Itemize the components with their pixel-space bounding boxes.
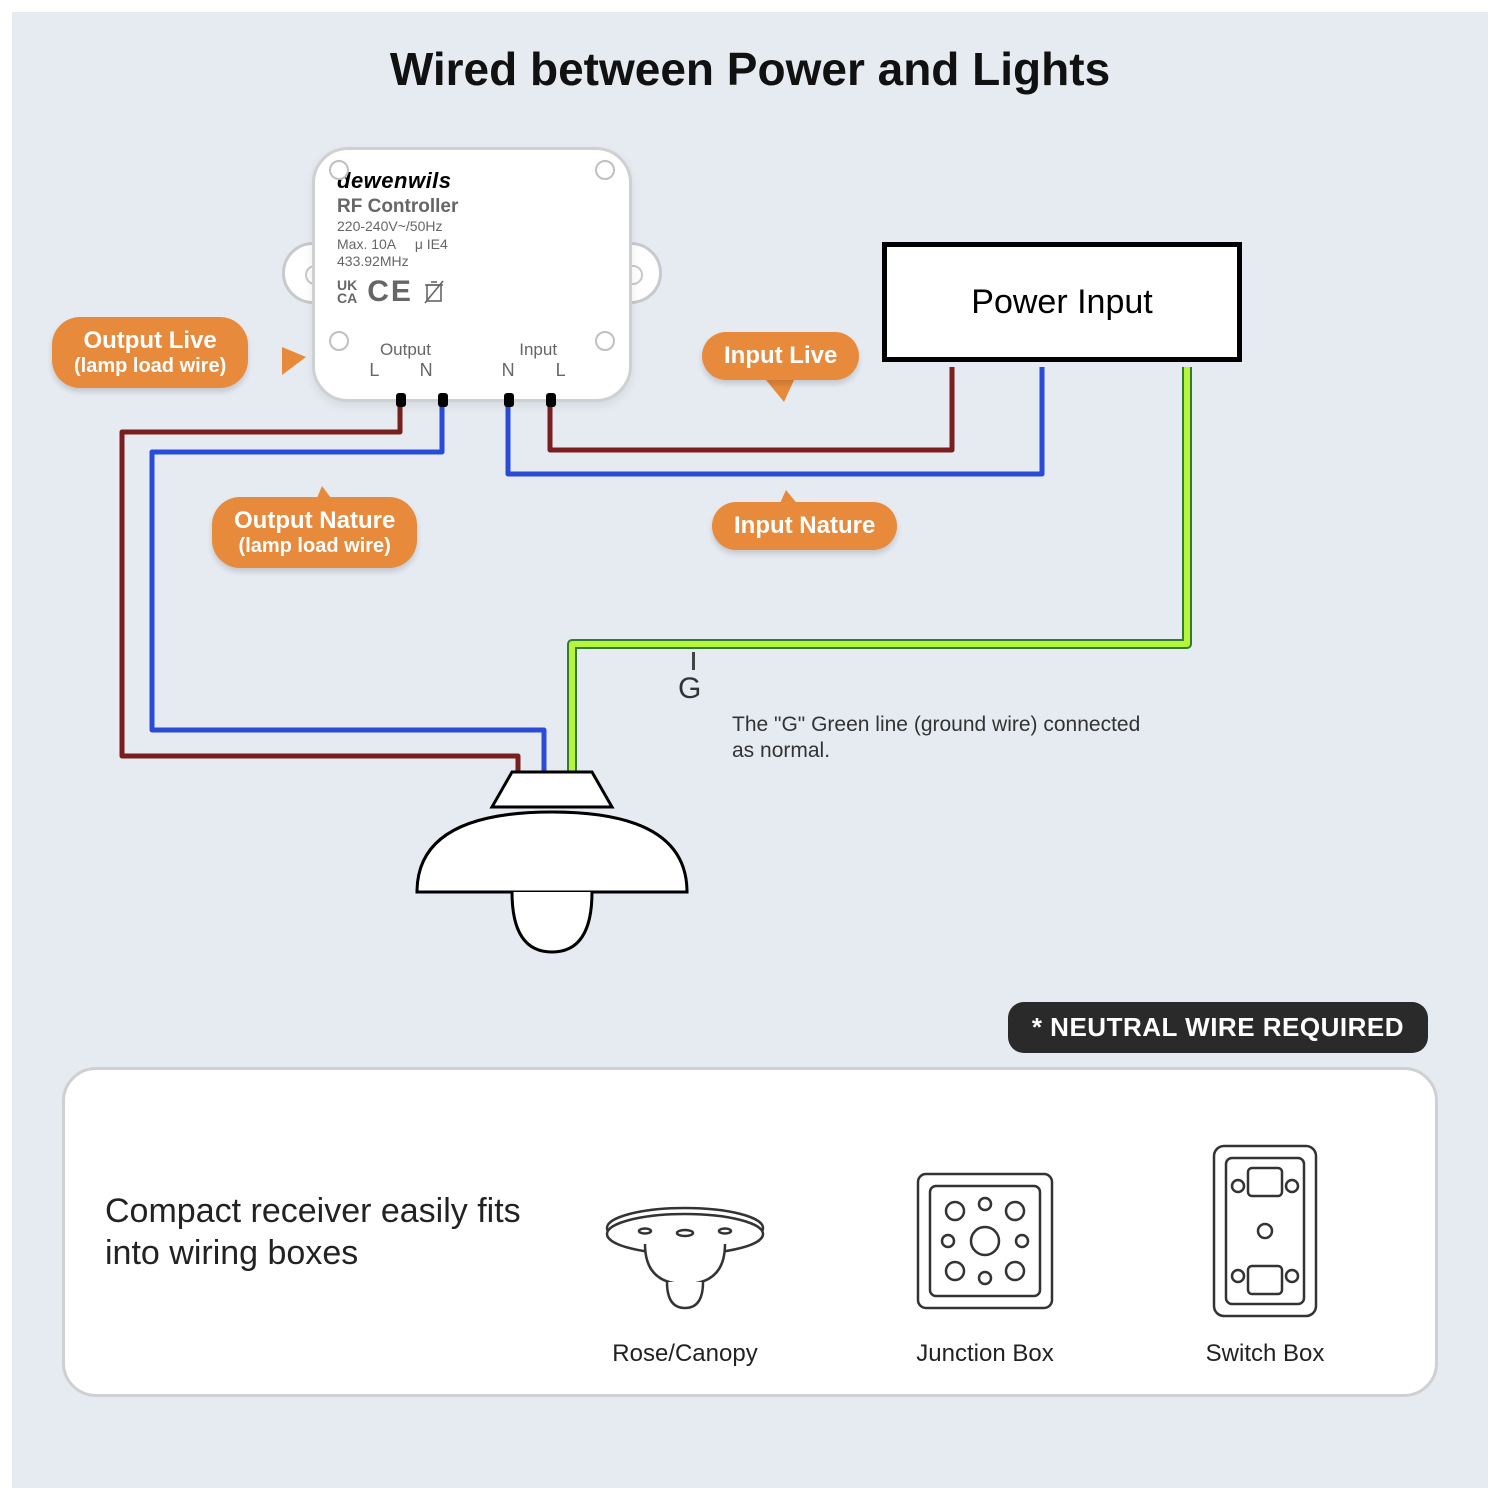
callout-subtext: (lamp load wire) (234, 535, 395, 558)
ground-note: The "G" Green line (ground wire) connect… (732, 712, 1162, 765)
rose-canopy-icon (600, 1186, 770, 1326)
ukca-mark: UKCA (337, 279, 357, 304)
terminal-nub (438, 393, 448, 407)
input-letters: N L (493, 360, 584, 381)
junction-box-icon (900, 1156, 1070, 1326)
ground-tick (692, 652, 695, 670)
switch-box-icon (1200, 1136, 1330, 1326)
info-panel: Compact receiver easily fits into wiring… (62, 1067, 1438, 1397)
module-max: Max. 10A (337, 236, 395, 252)
callout-input-nature: Input Nature (712, 502, 897, 550)
panel-item-label: Rose/Canopy (600, 1340, 770, 1368)
panel-items: Rose/Canopy (535, 1070, 1395, 1394)
panel-item-switch: Switch Box (1200, 1136, 1330, 1368)
panel-item-label: Junction Box (900, 1340, 1070, 1368)
panel-item-rose: Rose/Canopy (600, 1186, 770, 1368)
output-letters: L N (360, 360, 450, 381)
terminal-nub (396, 393, 406, 407)
callout-input-live: Input Live (702, 332, 859, 380)
module-mu: μ IE4 (415, 236, 448, 252)
output-header: Output (360, 340, 450, 360)
callout-subtext: (lamp load wire) (74, 355, 226, 378)
terminal-nub (546, 393, 556, 407)
neutral-wire-badge: * NEUTRAL WIRE REQUIRED (1008, 1002, 1428, 1053)
module-body: dewenwils RF Controller 220-240V~/50Hz M… (312, 147, 632, 402)
callout-output-live: Output Live (lamp load wire) (52, 317, 248, 388)
ground-letter: G (678, 672, 701, 706)
terminal-labels: Output L N Input N L (315, 340, 629, 381)
terminal-nub (504, 393, 514, 407)
input-header: Input (493, 340, 584, 360)
callout-text: Output Nature (234, 507, 395, 534)
ce-mark: CE (367, 275, 413, 309)
module-voltage: 220-240V~/50Hz (337, 218, 607, 236)
module-freq: 433.92MHz (337, 253, 607, 271)
module-screw (595, 160, 615, 180)
bubble-tail (766, 380, 794, 402)
callout-output-nature: Output Nature (lamp load wire) (212, 497, 417, 568)
page-title: Wired between Power and Lights (12, 42, 1488, 96)
module-brand: dewenwils (337, 168, 607, 194)
diagram-canvas: Wired between Power and Lights de (12, 12, 1488, 1488)
callout-text: Output Live (83, 327, 216, 354)
power-input-box: Power Input (882, 242, 1242, 362)
module-screw (329, 160, 349, 180)
module-name: RF Controller (337, 196, 607, 218)
panel-item-junction: Junction Box (900, 1156, 1070, 1368)
panel-item-label: Switch Box (1200, 1340, 1330, 1368)
trash-icon (423, 279, 445, 305)
bubble-tail (282, 347, 306, 375)
rf-controller-module: dewenwils RF Controller 220-240V~/50Hz M… (312, 147, 632, 402)
panel-text: Compact receiver easily fits into wiring… (105, 1190, 535, 1275)
